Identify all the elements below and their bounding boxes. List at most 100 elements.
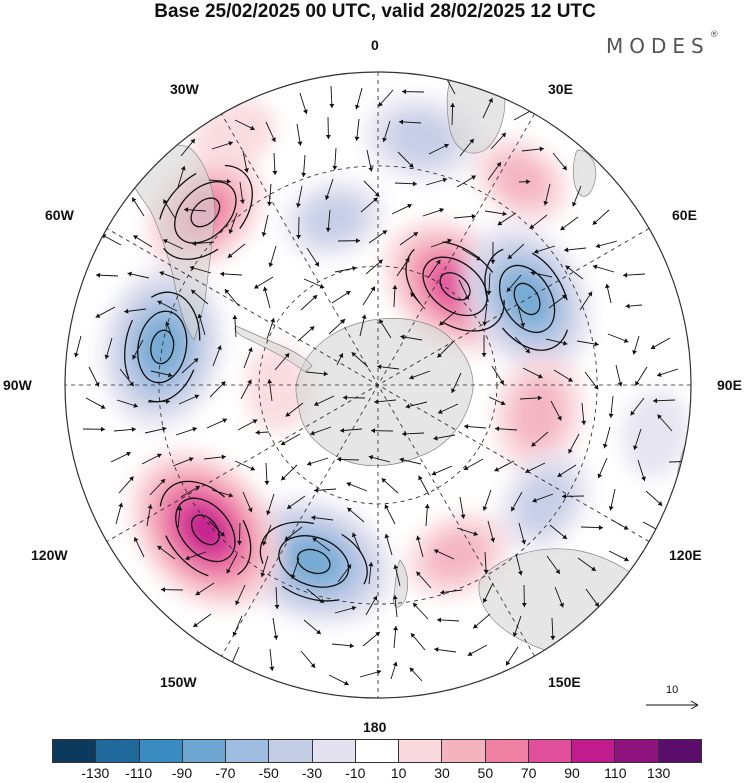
wind-vector	[235, 584, 246, 606]
colorbar-tick-label: 10	[390, 765, 407, 781]
wind-vector	[402, 431, 425, 437]
wind-vector	[234, 119, 255, 131]
wind-vector	[113, 426, 136, 432]
wind-vector	[226, 553, 238, 574]
wind-vector	[337, 238, 361, 244]
wind-vector	[296, 185, 303, 208]
wind-vector	[110, 451, 131, 463]
wind-vector	[561, 493, 585, 499]
wind-vector	[401, 89, 425, 95]
wind-vector	[518, 522, 527, 545]
wind-vector	[285, 402, 304, 417]
wind-vector	[486, 272, 492, 295]
wind-vector	[428, 143, 449, 155]
wind-vector	[157, 545, 176, 560]
lon-label-30e: 30E	[548, 81, 573, 97]
colorbar-swatch	[53, 740, 96, 762]
wind-vector	[189, 265, 212, 274]
wind-vector	[584, 371, 599, 390]
wind-vector	[300, 650, 316, 669]
wind-vector	[96, 272, 119, 278]
wind-vector	[399, 231, 419, 246]
wind-vector	[336, 353, 344, 366]
wind-vector	[409, 370, 431, 380]
wind-vector	[266, 493, 275, 516]
latitude-circle-1	[158, 165, 598, 605]
wind-vector	[473, 613, 491, 629]
anomaly-region-0	[283, 179, 384, 258]
wind-vector	[605, 283, 612, 304]
wind-vector	[482, 582, 494, 603]
wind-vector	[415, 535, 424, 558]
wind-vector	[565, 265, 584, 280]
colorbar-tick-labels: -130 -110 -90 -70 -50 -30 -10 10 30 50 70 90 110 130	[52, 765, 702, 783]
colorbar-swatch	[354, 740, 399, 762]
wind-vector	[253, 276, 274, 289]
wind-vector	[312, 537, 331, 552]
wind-vector	[212, 345, 222, 367]
wind-vector	[550, 617, 556, 640]
lon-label-120e: 120E	[669, 547, 702, 563]
wind-vector	[220, 271, 243, 277]
wind-vector	[272, 617, 279, 640]
wind-vector	[518, 179, 531, 185]
wind-vector	[95, 306, 116, 318]
wind-vector	[160, 587, 184, 593]
wind-vector	[427, 259, 441, 279]
wind-vector	[224, 288, 240, 307]
streamline-loop-2-0	[296, 548, 331, 575]
wind-vector	[422, 207, 445, 217]
wind-vector	[451, 372, 462, 394]
wind-vector	[431, 465, 453, 476]
wind-vector	[305, 371, 328, 377]
wind-vector	[354, 87, 363, 110]
wind-vector	[505, 646, 519, 666]
wind-vector	[228, 212, 238, 234]
wind-vector	[242, 491, 253, 513]
colorbar	[52, 739, 702, 763]
wind-vector	[314, 487, 337, 493]
wind-vector	[313, 395, 335, 406]
wind-vector	[410, 632, 426, 651]
wind-vector	[384, 533, 393, 556]
wind-vector	[208, 178, 231, 184]
wind-vector	[456, 527, 479, 536]
wind-vector	[490, 132, 507, 150]
wind-vector	[487, 161, 502, 181]
map-title: Base 25/02/2025 00 UTC, valid 28/02/2025…	[154, 1, 596, 22]
wind-vector	[560, 216, 579, 231]
wind-vector	[181, 357, 199, 374]
wind-vector	[195, 582, 215, 596]
wind-vector	[418, 475, 430, 496]
wind-vector	[351, 351, 369, 368]
wind-vector	[177, 506, 183, 529]
wind-vector	[531, 431, 549, 447]
lon-label-120w: 120W	[31, 547, 68, 563]
wind-vector	[595, 240, 618, 249]
madagascar	[572, 149, 597, 197]
meridian-150	[221, 113, 535, 657]
streamline-loop-1-2	[484, 247, 570, 351]
colorbar-tick-label: 110	[604, 765, 627, 781]
wind-vector	[141, 453, 162, 465]
wind-vector	[368, 562, 374, 585]
wind-vector	[623, 272, 646, 278]
wind-vector	[433, 434, 456, 441]
wind-vector	[185, 551, 207, 561]
wind-vector	[572, 185, 582, 207]
wind-vector	[416, 571, 432, 589]
wind-vector	[346, 507, 365, 523]
wind-vector	[127, 271, 150, 279]
colorbar-swatch	[95, 740, 139, 762]
wind-vector	[440, 589, 463, 595]
wind-vector	[85, 397, 106, 409]
streamline-loop-4-1	[137, 310, 188, 384]
wind-vector	[146, 504, 153, 527]
anomaly-region-4	[462, 223, 592, 374]
wind-vector	[359, 314, 367, 337]
streamline-loop-0-2	[405, 241, 505, 332]
wind-vector	[522, 367, 543, 379]
wind-vector	[365, 259, 383, 275]
wind-vector	[334, 605, 357, 614]
streamline-loop-2-1	[278, 535, 350, 588]
